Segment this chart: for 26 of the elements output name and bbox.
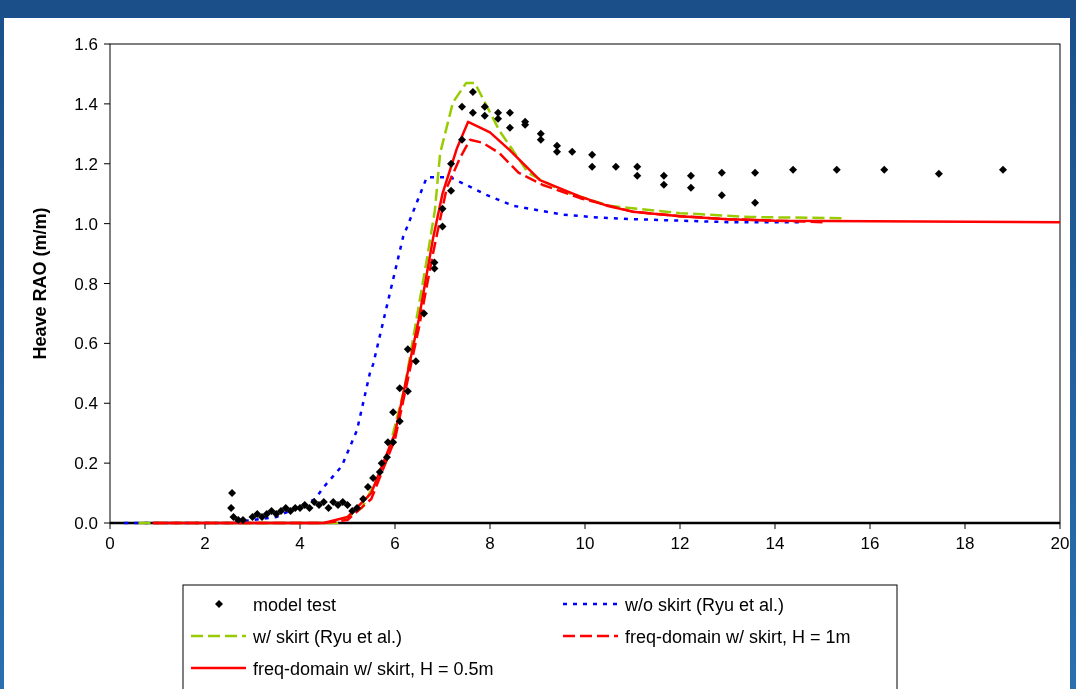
legend-label: freq-domain w/ skirt, H = 1m xyxy=(625,627,851,647)
legend-label: w/ skirt (Ryu et al.) xyxy=(252,627,403,647)
y-tick-label: 1.6 xyxy=(74,35,98,54)
legend-label: model test xyxy=(253,595,337,615)
y-tick-label: 0.8 xyxy=(74,274,98,294)
y-tick-label: 1.4 xyxy=(74,94,98,114)
y-tick-label: 0.6 xyxy=(74,334,98,354)
legend-label: freq-domain w/ skirt, H = 0.5m xyxy=(253,659,494,679)
x-tick-label: 18 xyxy=(955,534,975,553)
x-tick-label: 6 xyxy=(390,534,400,553)
x-tick-label: 12 xyxy=(670,534,690,553)
y-tick-label: 0.2 xyxy=(74,454,98,474)
x-tick-label: 4 xyxy=(295,534,305,553)
y-tick-label: 0.4 xyxy=(74,394,98,414)
y-tick-label: 1.2 xyxy=(74,154,98,174)
x-tick-label: 0 xyxy=(105,534,115,553)
y-tick-label: 1.0 xyxy=(74,214,98,234)
x-tick-label: 20 xyxy=(1050,534,1070,553)
legend-label: w/o skirt (Ryu et al.) xyxy=(624,595,785,615)
y-tick-label: 0.0 xyxy=(74,514,98,533)
x-tick-label: 16 xyxy=(860,534,880,553)
y-axis-title: Heave RAO (m/m) xyxy=(30,207,50,360)
x-tick-label: 2 xyxy=(200,534,210,553)
x-tick-label: 14 xyxy=(765,534,785,553)
x-tick-label: 10 xyxy=(575,534,595,553)
x-tick-label: 8 xyxy=(485,534,495,553)
